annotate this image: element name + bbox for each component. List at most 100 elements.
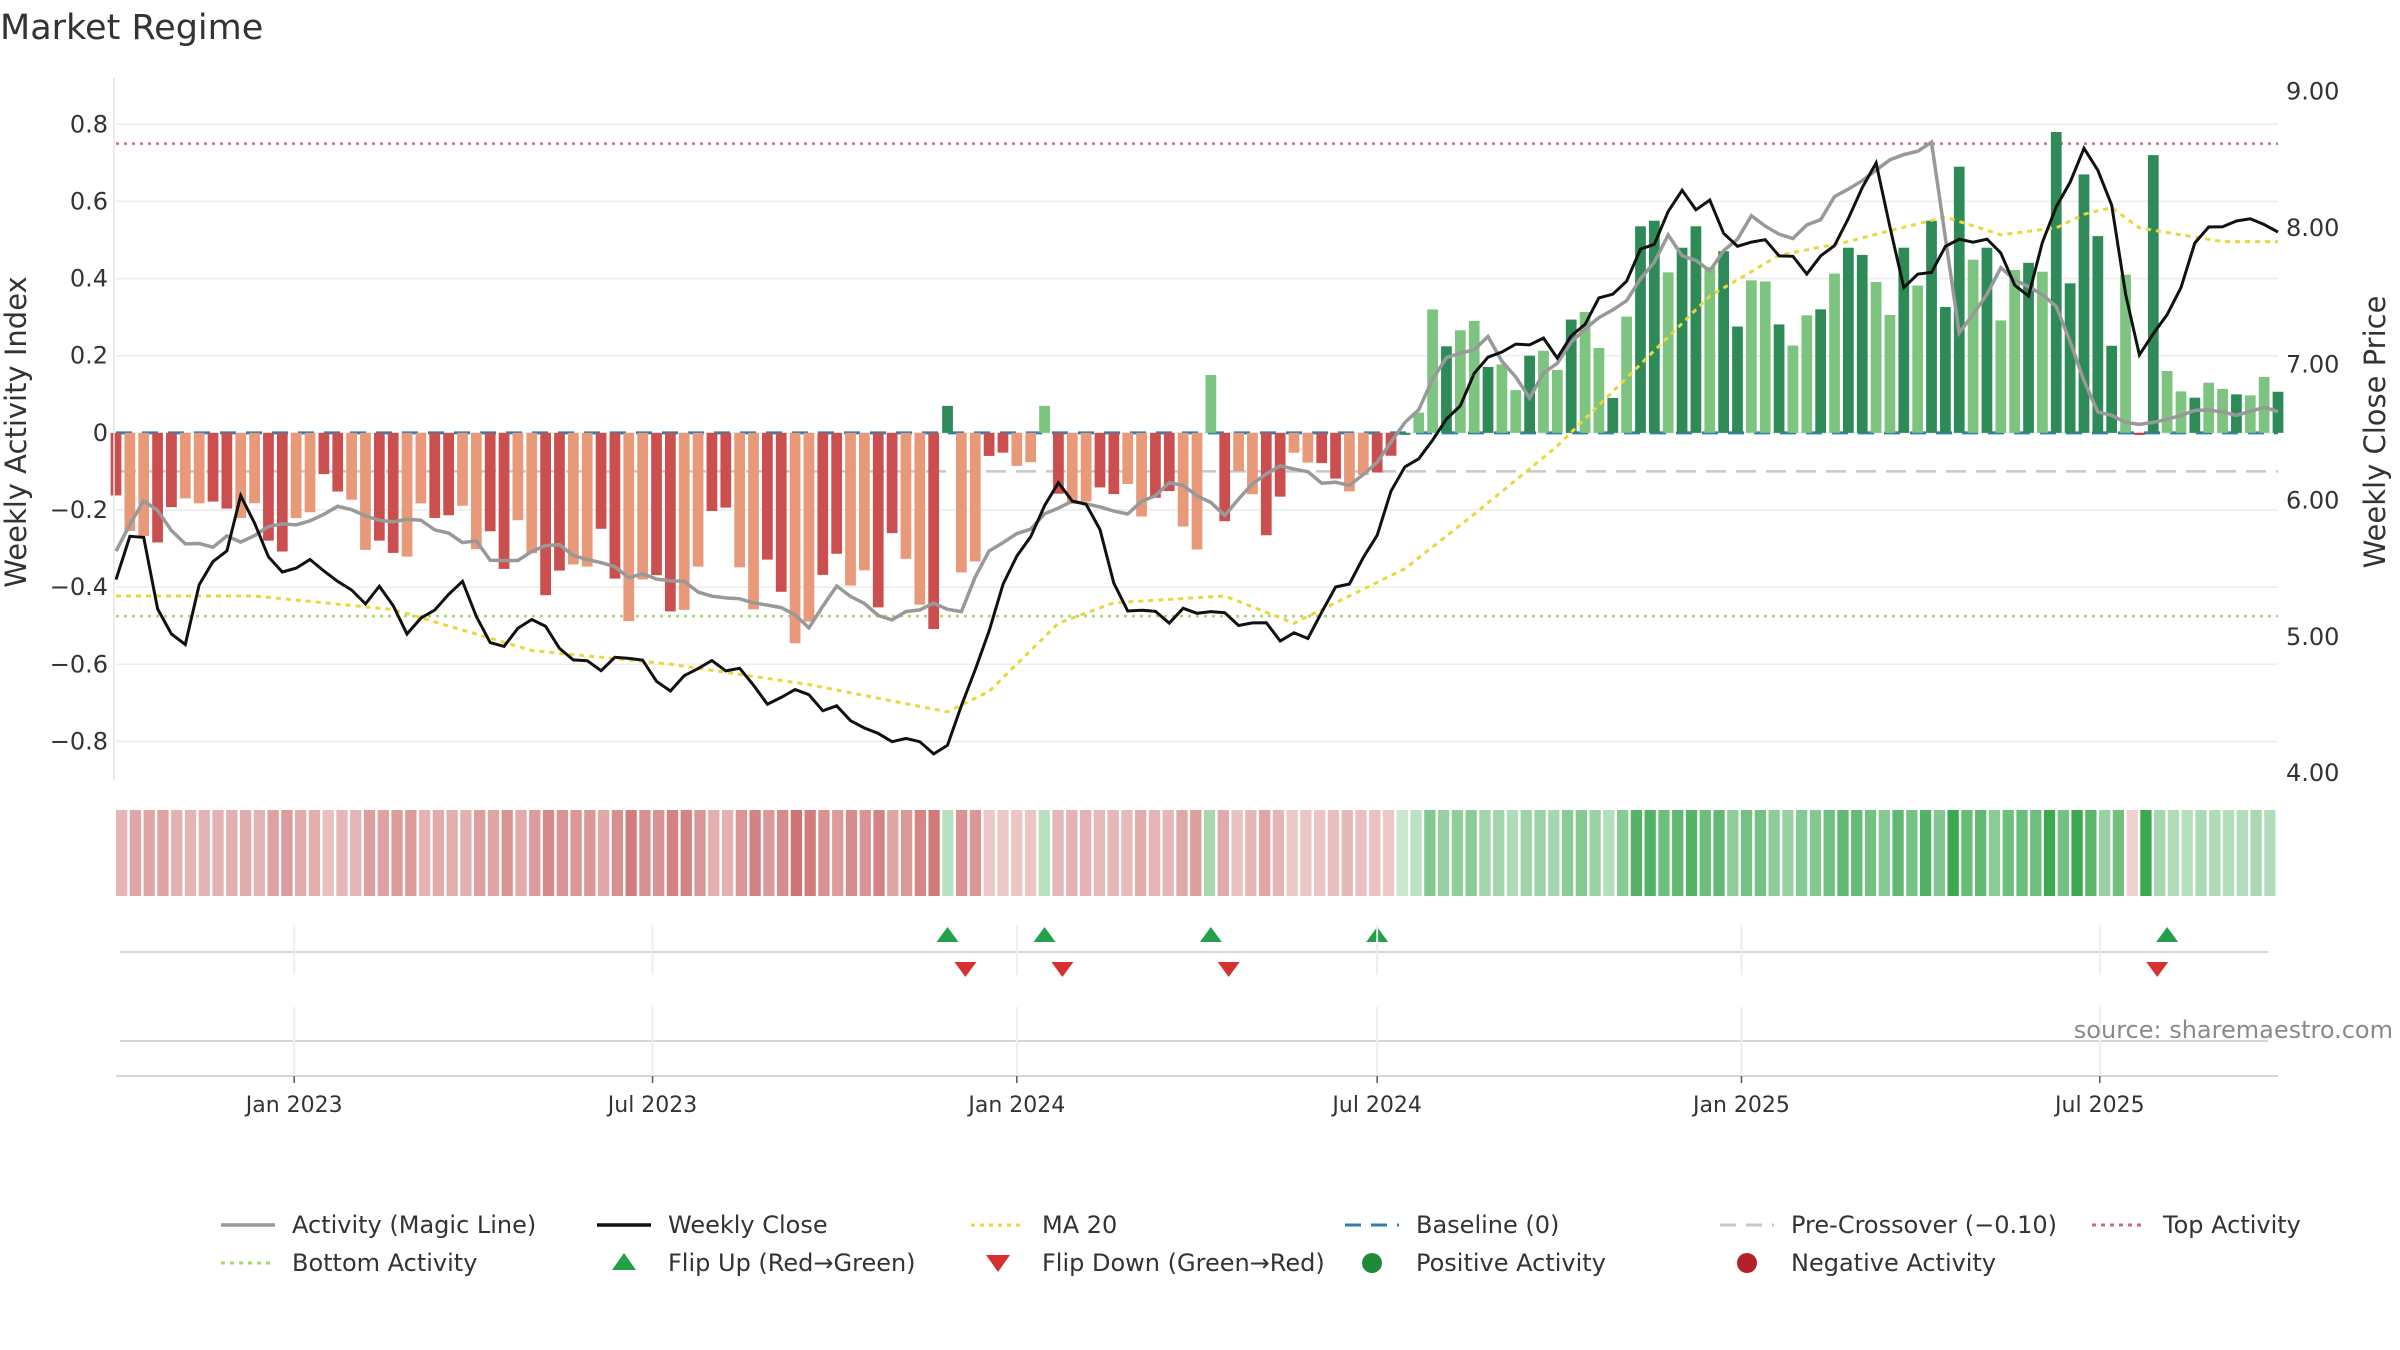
activity-bar (900, 432, 912, 559)
activity-bar (290, 432, 302, 519)
activity-bar (678, 432, 690, 610)
right-tick-label: 8.00 (2286, 214, 2339, 242)
activity-bar (2244, 395, 2256, 433)
activity-bar (1205, 375, 1217, 433)
flip-up-marker (1199, 927, 1222, 942)
activity-bar (1718, 251, 1730, 433)
regime-cell (776, 810, 789, 896)
activity-bar (360, 432, 371, 550)
regime-cell (873, 810, 885, 896)
regime-cell (1672, 810, 1684, 896)
activity-bar (1136, 432, 1147, 517)
regime-cell (1975, 810, 1987, 896)
activity-bar (512, 432, 524, 521)
activity-bar (928, 432, 940, 630)
regime-cell (763, 810, 775, 896)
regime-cell (1617, 810, 1629, 896)
legend: Activity (Magic Line) Weekly Close MA 20 Ba… (221, 1211, 2301, 1277)
regime-cell (2085, 810, 2097, 896)
activity-bar (373, 432, 385, 541)
regime-cell (116, 810, 128, 896)
regime-cell (639, 810, 651, 896)
regime-cell (1341, 810, 1353, 896)
activity-bar (1247, 432, 1258, 495)
activity-bar (2120, 274, 2131, 433)
regime-cell (1947, 810, 1959, 896)
regime-cell (1314, 810, 1326, 896)
regime-cell (171, 810, 183, 896)
activity-bar (942, 405, 953, 433)
regime-cell (460, 810, 472, 896)
regime-cell (542, 810, 555, 896)
activity-bar (2175, 391, 2187, 433)
date-tick-label: Jan 2023 (244, 1093, 343, 1118)
legend-label: Activity (Magic Line) (292, 1211, 536, 1239)
regime-cell (1135, 810, 1147, 896)
activity-bar (845, 432, 856, 586)
regime-cell (391, 810, 403, 896)
regime-cell (2126, 810, 2138, 896)
regime-cell (226, 810, 238, 896)
regime-strip (116, 810, 2276, 896)
activity-bar (1427, 309, 1438, 433)
regime-cell (2264, 810, 2276, 896)
regime-cell (721, 810, 734, 896)
activity-bar (1773, 324, 1785, 433)
activity-bar (1565, 319, 1577, 433)
weekly-close-line (114, 145, 2279, 756)
regime-cell (308, 810, 321, 896)
activity-bar (2106, 345, 2118, 433)
left-tick-label: −0.4 (50, 573, 108, 601)
regime-cell (1011, 810, 1023, 896)
activity-bar (581, 432, 593, 567)
regime-cell (501, 810, 513, 896)
activity-bar (1648, 220, 1660, 433)
right-tick-label: 9.00 (2286, 78, 2339, 106)
activity-bar (1551, 369, 1563, 433)
activity-bar (1884, 315, 1896, 433)
regime-cell (2112, 810, 2125, 896)
regime-cell (1093, 810, 1106, 896)
activity-bar (956, 432, 967, 573)
activity-bar (484, 432, 496, 532)
regime-cell (832, 810, 844, 896)
activity-bar (1219, 432, 1231, 522)
left-tick-label: −0.6 (50, 650, 108, 678)
activity-bar (1413, 412, 1425, 433)
activity-bar (498, 432, 510, 569)
left-tick-label: −0.2 (50, 496, 108, 524)
regime-cell (1823, 810, 1835, 896)
activity-bar (1593, 348, 1605, 433)
activity-bar (623, 432, 635, 622)
activity-bar (1344, 432, 1355, 492)
regime-cell (1424, 810, 1436, 896)
regime-cell (1864, 810, 1877, 896)
activity-bar (1288, 432, 1300, 453)
activity-bar (872, 432, 884, 608)
activity-bar (193, 432, 205, 504)
legend-label: Weekly Close (668, 1211, 828, 1239)
date-axis: Jan 2023 Jul 2023 Jan 2024 Jul 2024 Jan 2025… (244, 925, 2145, 1118)
activity-bar (734, 432, 746, 568)
activity-bar (1579, 311, 1591, 433)
activity-bar (235, 432, 247, 518)
legend-label: Flip Down (Green→Red) (1042, 1249, 1325, 1277)
regime-cell (157, 810, 169, 896)
activity-bar (1011, 432, 1023, 466)
activity-bar (263, 432, 274, 541)
activity-bar (1635, 226, 1646, 433)
legend-swatch (986, 1255, 1010, 1272)
activity-bar (1967, 259, 1979, 433)
activity-bar (1690, 226, 1702, 433)
activity-bar (470, 432, 482, 550)
regime-cell (515, 810, 527, 896)
regime-cell (1355, 810, 1367, 896)
regime-cell (363, 810, 376, 896)
flip-down-marker (2146, 962, 2169, 977)
legend-label: MA 20 (1042, 1211, 1117, 1239)
activity-bar (803, 432, 815, 622)
regime-cell (2016, 810, 2028, 896)
regime-cell (1548, 810, 1560, 896)
activity-bar (914, 432, 926, 605)
chart-title: Market Regime (0, 8, 264, 48)
